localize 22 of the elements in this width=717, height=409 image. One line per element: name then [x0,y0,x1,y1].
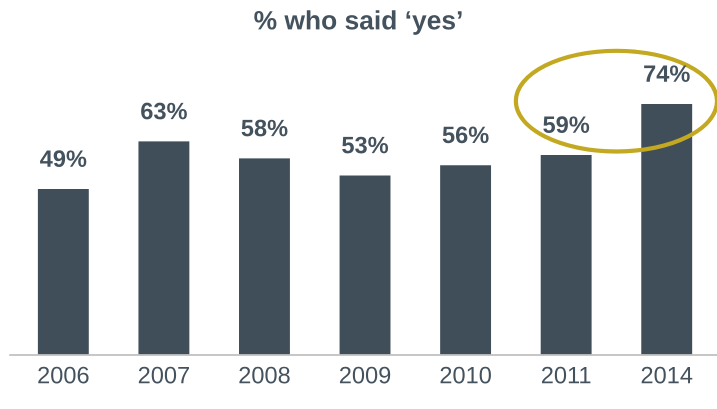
bar [539,154,593,356]
data-label: 49% [40,150,86,168]
data-label: 56% [442,126,489,144]
data-label: 59% [543,116,590,134]
x-tick-label: 2014 [642,366,692,384]
bar [338,174,392,356]
chart-title: % who said ‘yes’ [254,10,462,35]
bar [438,164,492,356]
bar [640,102,694,356]
x-tick-label: 2009 [340,366,390,384]
data-label: 53% [342,136,388,154]
bar [137,140,191,356]
x-tick-label: 2006 [38,366,89,384]
x-tick-label: 2010 [440,366,491,384]
data-label: 63% [141,102,187,120]
data-label: 58% [242,120,288,136]
data-label: 74% [644,65,690,82]
x-tick-label: 2008 [239,366,290,384]
bar [238,157,292,356]
x-tick-label: 2011 [542,366,590,384]
x-tick-label: 2007 [138,366,189,384]
bar [36,188,90,356]
